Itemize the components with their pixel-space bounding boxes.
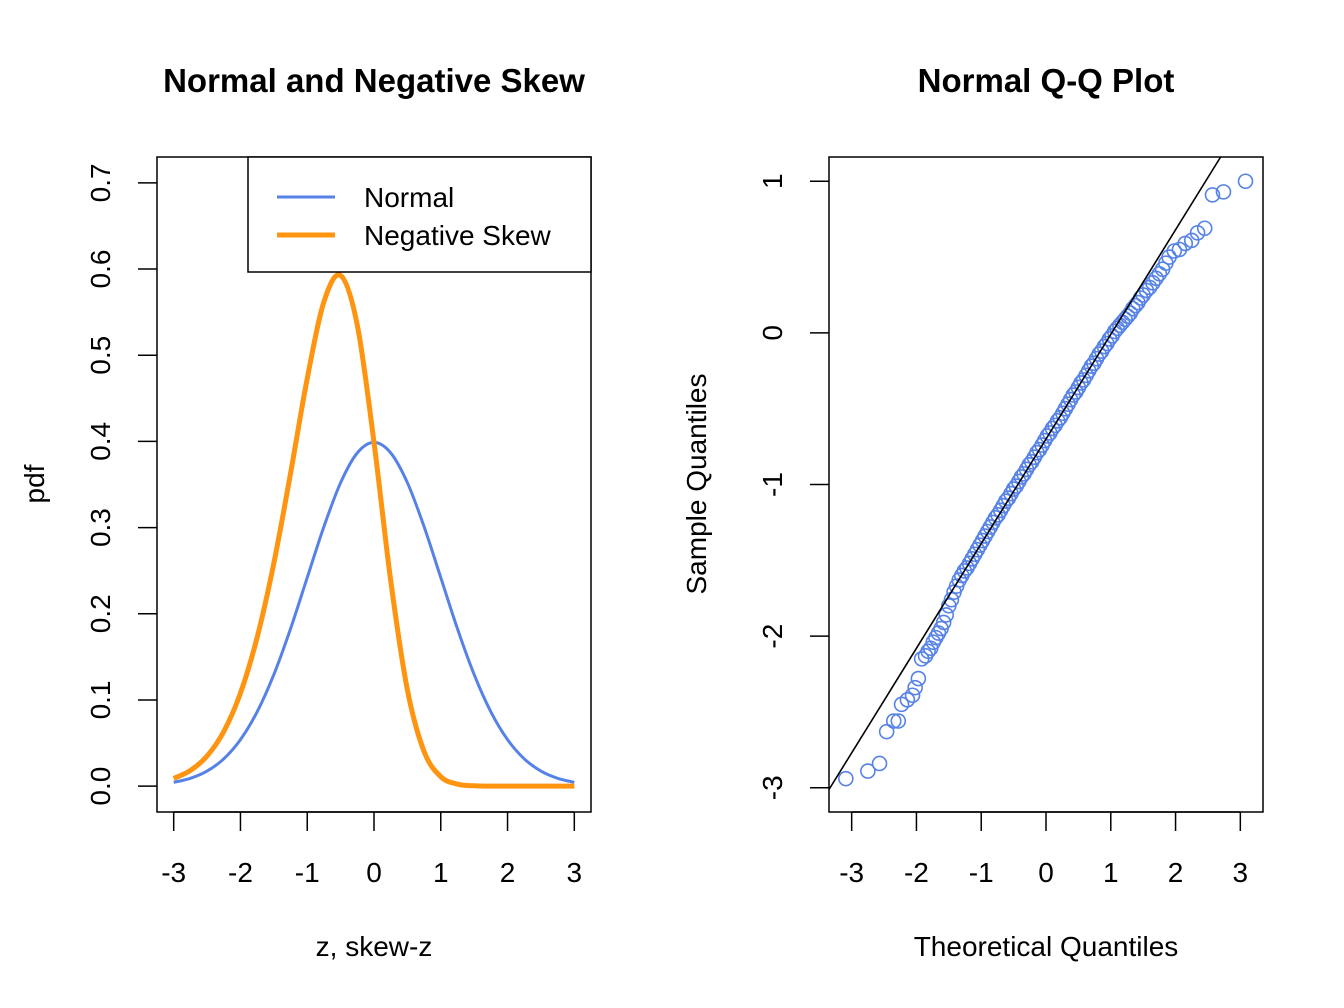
qq-x-tick-label: 2 xyxy=(1168,857,1184,888)
density-x-tick-label: 3 xyxy=(567,857,583,888)
density-title: Normal and Negative Skew xyxy=(163,62,585,99)
qq-x-tick-label: -1 xyxy=(969,857,994,888)
density-y-tick-label: 0.2 xyxy=(85,594,116,633)
qq-point xyxy=(1196,220,1213,237)
qq-y-tick-label: -1 xyxy=(757,472,788,497)
qq-point xyxy=(860,763,876,779)
qq-y-tick-label: 0 xyxy=(757,325,788,341)
qq-y-label: Sample Quantiles xyxy=(681,373,712,594)
qq-x-tick-label: 1 xyxy=(1103,857,1119,888)
qq-point xyxy=(920,643,936,660)
qq-point xyxy=(1215,184,1232,200)
qq-x-tick-label: 3 xyxy=(1233,857,1249,888)
qq-point xyxy=(935,614,952,631)
density-y-label: pdf xyxy=(19,464,50,503)
density-panel: Normal and Negative Skew z, skew-z pdf -… xyxy=(19,62,592,962)
qq-point xyxy=(1171,241,1188,258)
density-y-tick-label: 0.5 xyxy=(85,336,116,375)
density-y-tick-label: 0.6 xyxy=(85,250,116,289)
qq-point xyxy=(878,723,895,740)
density-y-tick-label: 0.4 xyxy=(85,422,116,461)
qq-point xyxy=(1204,187,1221,203)
qq-point xyxy=(907,679,923,696)
qq-point xyxy=(910,670,927,687)
legend: Normal Negative Skew xyxy=(247,156,592,273)
qq-point xyxy=(890,713,907,729)
density-y-tick-label: 0.0 xyxy=(85,767,116,806)
density-x-tick-label: 1 xyxy=(433,857,449,888)
qq-x-tick-label: -3 xyxy=(839,857,864,888)
qq-title: Normal Q-Q Plot xyxy=(918,62,1175,99)
density-x-tick-label: -3 xyxy=(161,857,186,888)
qq-x-tick-label: 0 xyxy=(1038,857,1054,888)
density-x-tick-label: 0 xyxy=(366,857,382,888)
qq-y-tick-label: -3 xyxy=(757,775,788,800)
density-x-tick-label: 2 xyxy=(500,857,516,888)
density-x-tick-label: -1 xyxy=(295,857,320,888)
qq-point xyxy=(904,687,921,704)
negative-skew-curve xyxy=(172,272,575,789)
density-y-tick-label: 0.3 xyxy=(85,508,116,547)
normal-curve xyxy=(173,440,575,784)
density-x-label: z, skew-z xyxy=(316,931,433,962)
legend-label-normal: Normal xyxy=(364,182,454,213)
qq-point xyxy=(885,713,902,729)
qq-point xyxy=(838,770,854,787)
qq-x-label: Theoretical Quantiles xyxy=(914,931,1179,962)
qq-panel: Normal Q-Q Plot Theoretical Quantiles Sa… xyxy=(681,62,1264,962)
density-y-tick-label: 0.1 xyxy=(85,680,116,719)
density-y-tick-label: 0.7 xyxy=(85,163,116,202)
qq-reference-line xyxy=(828,156,1222,790)
legend-box xyxy=(247,156,592,273)
qq-point xyxy=(899,692,916,708)
legend-label-negative-skew: Negative Skew xyxy=(364,220,552,251)
qq-x-tick-label: -2 xyxy=(904,857,929,888)
density-x-tick-label: -2 xyxy=(228,857,253,888)
qq-point xyxy=(1237,173,1254,190)
qq-y-tick-label: -2 xyxy=(757,624,788,649)
qq-point xyxy=(938,607,955,623)
qq-point xyxy=(871,755,888,772)
qq-y-tick-label: 1 xyxy=(757,173,788,189)
